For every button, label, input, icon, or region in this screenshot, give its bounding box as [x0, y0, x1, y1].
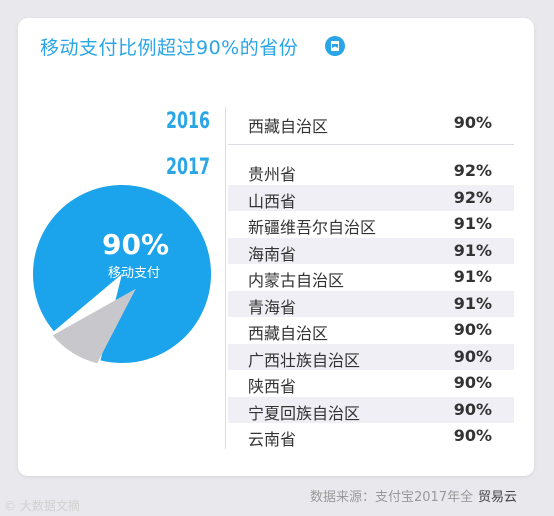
- province-value: 90%: [453, 426, 492, 445]
- table-row: 陕西省 90%: [228, 370, 514, 396]
- province-name: 海南省: [248, 244, 297, 264]
- table-row: 西藏自治区 90%: [228, 110, 514, 136]
- province-value: 90%: [453, 346, 492, 366]
- province-value: 90%: [453, 399, 492, 419]
- table-divider-horizontal: [228, 144, 514, 145]
- province-name: 陕西省: [248, 377, 297, 396]
- province-value: 91%: [453, 293, 492, 313]
- table-row: 西藏自治区 90%: [228, 317, 514, 343]
- province-name: 内蒙古自治区: [248, 271, 345, 290]
- table-row: 宁夏回族自治区 90%: [228, 396, 514, 423]
- data-source-note: 数据来源：支付宝2017年全: [310, 490, 474, 505]
- province-name: 青海省: [248, 297, 297, 317]
- province-value: 90%: [453, 320, 492, 339]
- chart-title: 移动支付比例超过90%的省份: [40, 37, 299, 59]
- province-value: 92%: [453, 187, 492, 207]
- bookmark-icon: [325, 36, 345, 56]
- province-name: 新疆维吾尔自治区: [248, 218, 377, 237]
- province-value: 90%: [453, 373, 492, 392]
- province-value: 90%: [453, 113, 492, 132]
- province-value: 91%: [453, 214, 492, 233]
- province-name: 西藏自治区: [248, 324, 329, 343]
- table-row: 内蒙古自治区 91%: [228, 264, 514, 290]
- province-value: 91%: [453, 267, 492, 286]
- table-row: 海南省 91%: [228, 237, 514, 264]
- province-name: 西藏自治区: [248, 117, 329, 136]
- watermark-left: © 大数据文摘: [4, 499, 80, 513]
- province-value: 91%: [453, 240, 492, 260]
- table-divider-vertical: [225, 107, 226, 449]
- year-label-2016: 2016: [166, 109, 211, 134]
- watermark-right: 贸易云: [478, 490, 518, 505]
- table-row: 青海省 91%: [228, 290, 514, 317]
- province-value: 92%: [453, 161, 492, 180]
- province-name: 广西壮族自治区: [248, 350, 361, 370]
- table-row: 山西省 92%: [228, 184, 514, 211]
- pie-center-label: 移动支付: [107, 266, 160, 281]
- table-row: 云南省 90%: [228, 423, 514, 449]
- province-name: 宁夏回族自治区: [248, 403, 361, 423]
- table-row: 新疆维吾尔自治区 91%: [228, 211, 514, 237]
- province-name: 山西省: [248, 191, 297, 211]
- table-row: 广西壮族自治区 90%: [228, 343, 514, 370]
- province-name: 云南省: [248, 430, 297, 449]
- table-row: 贵州省 92%: [228, 158, 514, 184]
- year-label-2017: 2017: [166, 155, 211, 180]
- province-name: 贵州省: [248, 165, 297, 184]
- pie-center-value: 90%: [102, 228, 170, 261]
